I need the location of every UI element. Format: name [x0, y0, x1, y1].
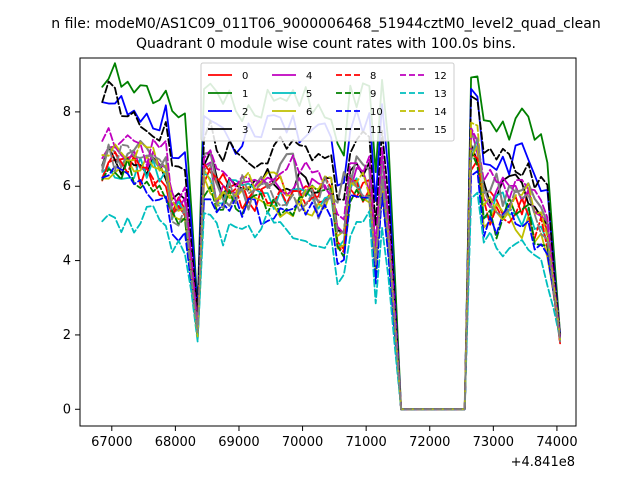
y-tick-label: 0	[63, 402, 71, 417]
legend-label-8: 8	[370, 71, 376, 82]
y-tick-label: 8	[63, 105, 71, 120]
series-line-13	[101, 191, 561, 411]
figure-suptitle: n file: modeM0/AS1C09_011T06_9000006468_…	[51, 16, 600, 32]
chart-title: Quadrant 0 module wise count rates with …	[136, 36, 516, 52]
y-tick-label: 2	[63, 328, 71, 343]
legend-label-13: 13	[434, 89, 447, 100]
x-tick-label: 71000	[345, 435, 386, 450]
y-tick-label: 4	[63, 254, 71, 269]
legend-label-2: 2	[242, 107, 248, 118]
legend-label-12: 12	[434, 71, 447, 82]
x-tick-label: 73000	[473, 435, 514, 450]
plot-frame	[79, 57, 577, 427]
legend-label-1: 1	[242, 89, 248, 100]
legend-label-4: 4	[306, 71, 312, 82]
plot-area: 67000 68000 69000 70000 71000 72000 73000 74000…	[63, 57, 578, 450]
legend-box	[200, 62, 455, 142]
x-tick-label: 74000	[536, 435, 577, 450]
y-tick-label: 6	[63, 179, 71, 194]
series-line-15	[101, 137, 561, 411]
x-tick-label: 72000	[409, 435, 450, 450]
legend-label-14: 14	[434, 107, 447, 118]
legend-label-9: 9	[370, 89, 376, 100]
legend-label-3: 3	[242, 125, 248, 136]
axes-layer: 67000 68000 69000 70000 71000 72000 73000 74000…	[63, 105, 578, 450]
legend-label-10: 10	[370, 107, 383, 118]
series-line-11	[101, 80, 561, 411]
legend-label-11: 11	[370, 125, 383, 136]
legend-label-5: 5	[306, 89, 312, 100]
x-tick-label: 70000	[282, 435, 323, 450]
legend-label-0: 0	[242, 71, 248, 82]
x-tick-label: 67000	[91, 435, 132, 450]
x-tick-label: 68000	[155, 435, 196, 450]
series-line-14	[101, 121, 561, 411]
x-tick-label: 69000	[218, 435, 259, 450]
legend-label-15: 15	[434, 125, 447, 136]
series-layer	[101, 62, 562, 411]
legend-label-6: 6	[306, 107, 312, 118]
x-offset-label: +4.841e8	[511, 455, 575, 470]
legend-label-7: 7	[306, 125, 312, 136]
